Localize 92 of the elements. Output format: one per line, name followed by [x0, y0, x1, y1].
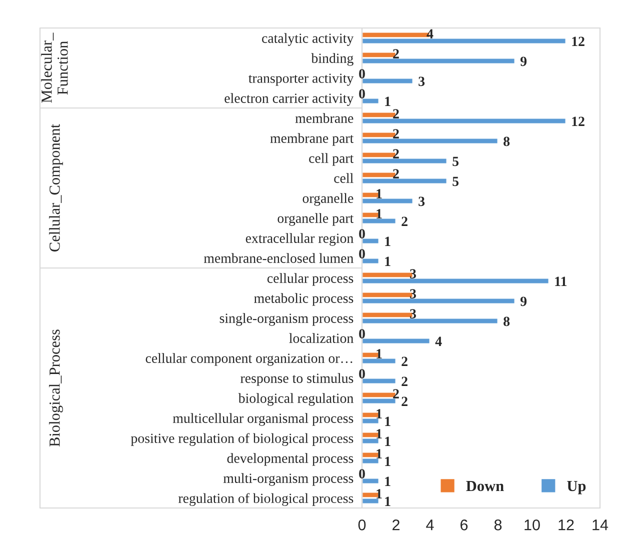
bar [362, 377, 397, 385]
data-label: 0 [359, 329, 365, 338]
data-label: 1 [376, 489, 382, 498]
x-tick-label: 4 [426, 520, 434, 530]
data-label: 1 [376, 349, 382, 358]
y-tick-label: biological regulation [238, 393, 354, 406]
y-tick-label: transporter activity [248, 74, 354, 86]
data-label: 0 [359, 249, 365, 258]
data-label: 1 [385, 496, 390, 506]
y-tick-label: organelle [302, 193, 354, 206]
x-tick-label: 2 [392, 520, 400, 530]
data-label: 2 [402, 216, 408, 226]
x-tick-label: 12 [558, 520, 574, 530]
bar [362, 77, 414, 85]
data-label: 2 [402, 356, 408, 366]
bar [362, 257, 380, 265]
y-tick-label: electron carrier activity [224, 93, 354, 106]
text: Biological_Process [49, 330, 63, 447]
data-label: 3 [418, 196, 425, 206]
data-label: 1 [376, 449, 382, 458]
y-tick-label: membrane part [270, 133, 354, 146]
bar [362, 477, 380, 485]
data-label: 3 [410, 269, 416, 278]
data-label: 2 [393, 169, 399, 178]
bar [362, 337, 431, 345]
data-label: 3 [410, 289, 416, 298]
y-tick-label: cellular process [267, 273, 354, 286]
data-label: 0 [359, 229, 365, 238]
data-label: 2 [393, 149, 399, 158]
x-tick-label: 10 [524, 520, 540, 530]
data-label: 12 [572, 36, 584, 46]
legend-label: Down [466, 480, 504, 492]
data-label: 12 [572, 116, 584, 126]
data-label: 9 [520, 56, 527, 66]
y-tick-label: developmental process [227, 453, 354, 466]
bar [362, 237, 380, 245]
data-label: 1 [385, 416, 390, 426]
data-label: 1 [385, 236, 390, 246]
data-label: 2 [393, 49, 399, 58]
y-tick-label: catalytic activity [262, 33, 354, 46]
y-tick-label: cell part [309, 153, 354, 166]
data-label: 3 [410, 309, 416, 318]
data-label: 2 [393, 389, 399, 398]
data-label: 1 [385, 96, 390, 106]
text: Molecular_ Function [41, 32, 68, 103]
x-tick-label: 6 [460, 520, 468, 530]
x-tick-label: 14 [592, 520, 608, 530]
data-label: 1 [376, 409, 382, 418]
data-label: 1 [376, 209, 382, 218]
data-label: 5 [452, 176, 459, 186]
text: Cellular_Component [49, 124, 63, 252]
y-tick-label: extracellular region [246, 233, 354, 246]
data-label: 2 [402, 396, 408, 406]
data-label: 0 [359, 69, 365, 78]
data-label: 8 [504, 136, 510, 146]
y-tick-label: single-organism process [220, 313, 354, 326]
legend-label: Up [567, 480, 586, 494]
bar [362, 97, 380, 105]
data-label: 2 [393, 109, 399, 118]
y-tick-label: positive regulation of biological process [130, 433, 354, 446]
data-label: 1 [385, 456, 390, 466]
data-label: 4 [426, 29, 434, 38]
y-tick-label: cellular component organization or… [146, 353, 352, 366]
data-label: 0 [359, 469, 365, 478]
data-label: 9 [520, 296, 527, 306]
y-tick-label: membrane-enclosed lumen [204, 253, 354, 263]
y-tick-label: localization [289, 333, 354, 343]
data-label: 0 [359, 369, 365, 378]
data-label: 1 [385, 476, 390, 486]
data-label: 1 [385, 436, 390, 446]
y-tick-label: binding [311, 53, 354, 66]
x-tick-label: 8 [494, 520, 502, 530]
y-tick-label: regulation of biological process [178, 493, 354, 506]
data-label: 1 [385, 256, 390, 266]
data-label: 4 [435, 336, 442, 346]
data-label: 8 [504, 316, 510, 326]
data-label: 11 [555, 276, 567, 286]
data-label: 3 [418, 76, 425, 86]
data-label: 1 [376, 189, 382, 198]
y-tick-label: membrane [295, 113, 354, 123]
y-tick-label: metabolic process [254, 293, 354, 306]
data-label: 0 [359, 89, 365, 98]
data-label: 5 [452, 156, 459, 166]
y-tick-label: organelle part [278, 213, 354, 226]
data-label: 2 [402, 376, 408, 386]
x-tick-label: 0 [358, 520, 366, 530]
data-label: 2 [393, 129, 399, 138]
y-tick-label: multi-organism process [223, 473, 354, 486]
y-tick-label: response to stimulus [240, 373, 354, 386]
data-label: 1 [376, 429, 382, 438]
y-tick-label: multicellular organismal process [172, 413, 354, 426]
y-tick-label: cell [334, 173, 354, 183]
